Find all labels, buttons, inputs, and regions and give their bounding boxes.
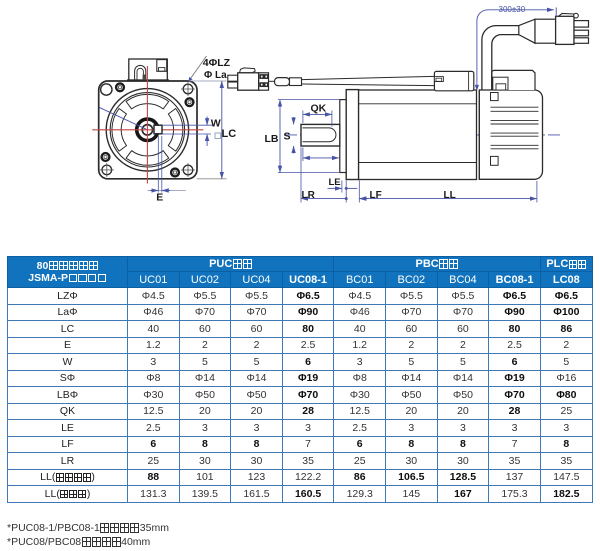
svg-text:LE: LE [329, 177, 341, 188]
svg-text:QK: QK [311, 103, 327, 115]
svg-text:S: S [284, 131, 291, 143]
svg-text:LF: LF [370, 190, 382, 201]
svg-text:LR: LR [302, 190, 316, 201]
svg-text:E: E [156, 191, 163, 203]
svg-text:LL: LL [444, 190, 456, 201]
svg-text:LB: LB [265, 133, 279, 145]
svg-text:Φ La: Φ La [204, 70, 227, 81]
svg-text:W: W [211, 118, 221, 130]
svg-text:LC: LC [222, 128, 237, 140]
svg-text:4ΦLZ: 4ΦLZ [203, 57, 231, 69]
svg-text:300±30: 300±30 [499, 5, 526, 14]
